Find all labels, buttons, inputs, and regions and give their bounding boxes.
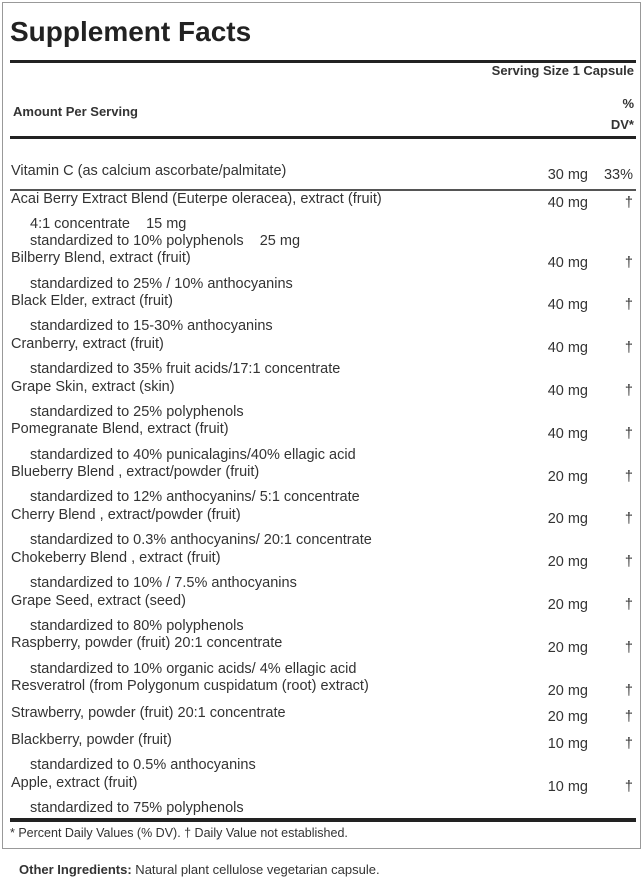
ingredient-dv: †: [624, 683, 633, 699]
ingredient-name: Black Elder, extract (fruit): [11, 293, 173, 309]
ingredient-detail: standardized to 35% fruit acids/17:1 con…: [30, 361, 341, 377]
ingredient-name: Strawberry, powder (fruit) 20:1 concentr…: [11, 705, 286, 721]
ingredient-amount: 40 mg: [547, 383, 588, 399]
ingredient-name: Acai Berry Extract Blend (Euterpe olerac…: [11, 191, 382, 207]
ingredient-amount: 30 mg: [547, 167, 588, 183]
ingredient-dv: †: [624, 597, 633, 613]
ingredient-detail: 4:1 concentrate 15 mg: [30, 216, 187, 232]
dv-header-line1: %: [622, 96, 634, 111]
ingredient-detail: standardized to 10% organic acids/ 4% el…: [30, 661, 357, 677]
dv-header-line2: DV*: [610, 117, 634, 132]
ingredient-name: Blackberry, powder (fruit): [11, 732, 172, 748]
ingredient-name: Chokeberry Blend , extract (fruit): [11, 550, 221, 566]
ingredient-detail: standardized to 15-30% anthocyanins: [30, 318, 273, 334]
other-ingredients: Other Ingredients: Natural plant cellulo…: [19, 862, 380, 877]
ingredient-dv: †: [624, 511, 633, 527]
ingredient-amount: 40 mg: [547, 297, 588, 313]
ingredient-detail: standardized to 12% anthocyanins/ 5:1 co…: [30, 489, 360, 505]
supplement-facts-panel: [2, 2, 641, 849]
ingredient-detail: standardized to 0.3% anthocyanins/ 20:1 …: [30, 532, 372, 548]
other-ingredients-label: Other Ingredients:: [19, 862, 132, 877]
ingredient-amount: 20 mg: [547, 640, 588, 656]
ingredient-amount: 20 mg: [547, 597, 588, 613]
medium-divider: [10, 189, 636, 191]
ingredient-dv: †: [624, 736, 633, 752]
ingredient-name: Raspberry, powder (fruit) 20:1 concentra…: [11, 635, 283, 651]
ingredient-detail: standardized to 75% polyphenols: [30, 800, 244, 816]
thick-divider: [10, 818, 636, 822]
dv-header: % DV*: [611, 93, 634, 135]
ingredient-dv: †: [624, 554, 633, 570]
ingredient-detail: standardized to 40% punicalagins/40% ell…: [30, 447, 356, 463]
amount-per-serving-header: Amount Per Serving: [13, 104, 138, 119]
ingredient-name: Cranberry, extract (fruit): [11, 336, 164, 352]
ingredient-amount: 20 mg: [547, 709, 588, 725]
ingredient-amount: 20 mg: [547, 554, 588, 570]
ingredient-amount: 40 mg: [547, 195, 588, 211]
ingredient-dv: †: [624, 195, 633, 211]
ingredient-dv: †: [624, 426, 633, 442]
ingredient-name: Bilberry Blend, extract (fruit): [11, 250, 191, 266]
ingredient-name: Apple, extract (fruit): [11, 775, 138, 791]
serving-size: Serving Size 1 Capsule: [491, 63, 634, 78]
footnote: * Percent Daily Values (% DV). † Daily V…: [10, 826, 348, 840]
ingredient-name: Grape Skin, extract (skin): [11, 379, 175, 395]
ingredient-amount: 20 mg: [547, 469, 588, 485]
ingredient-amount: 20 mg: [547, 683, 588, 699]
thick-divider: [10, 60, 636, 63]
ingredient-name: Vitamin C (as calcium ascorbate/palmitat…: [11, 163, 287, 179]
ingredient-detail: standardized to 25% / 10% anthocyanins: [30, 276, 293, 292]
ingredient-dv: †: [624, 383, 633, 399]
ingredient-detail: standardized to 25% polyphenols: [30, 404, 244, 420]
ingredient-amount: 40 mg: [547, 340, 588, 356]
ingredient-detail: standardized to 10% / 7.5% anthocyanins: [30, 575, 297, 591]
ingredient-amount: 20 mg: [547, 511, 588, 527]
ingredient-amount: 10 mg: [547, 779, 588, 795]
ingredient-amount: 40 mg: [547, 255, 588, 271]
ingredient-detail: standardized to 10% polyphenols 25 mg: [30, 233, 301, 249]
ingredient-detail: standardized to 0.5% anthocyanins: [30, 757, 256, 773]
ingredient-dv: †: [624, 469, 633, 485]
ingredient-dv: †: [624, 779, 633, 795]
other-ingredients-text: Natural plant cellulose vegetarian capsu…: [131, 862, 380, 877]
ingredient-name: Cherry Blend , extract/powder (fruit): [11, 507, 241, 523]
ingredient-dv: †: [624, 709, 633, 725]
ingredient-dv: †: [624, 255, 633, 271]
ingredient-dv: 33%: [603, 167, 633, 183]
thick-divider: [10, 136, 636, 139]
ingredient-dv: †: [624, 640, 633, 656]
panel-title: Supplement Facts: [10, 16, 252, 47]
ingredient-name: Resveratrol (from Polygonum cuspidatum (…: [11, 678, 369, 694]
ingredient-name: Grape Seed, extract (seed): [11, 593, 186, 609]
ingredient-dv: †: [624, 340, 633, 356]
ingredient-amount: 40 mg: [547, 426, 588, 442]
ingredient-amount: 10 mg: [547, 736, 588, 752]
ingredient-dv: †: [624, 297, 633, 313]
ingredient-detail: standardized to 80% polyphenols: [30, 618, 244, 634]
ingredient-name: Pomegranate Blend, extract (fruit): [11, 421, 229, 437]
ingredient-name: Blueberry Blend , extract/powder (fruit): [11, 464, 260, 480]
